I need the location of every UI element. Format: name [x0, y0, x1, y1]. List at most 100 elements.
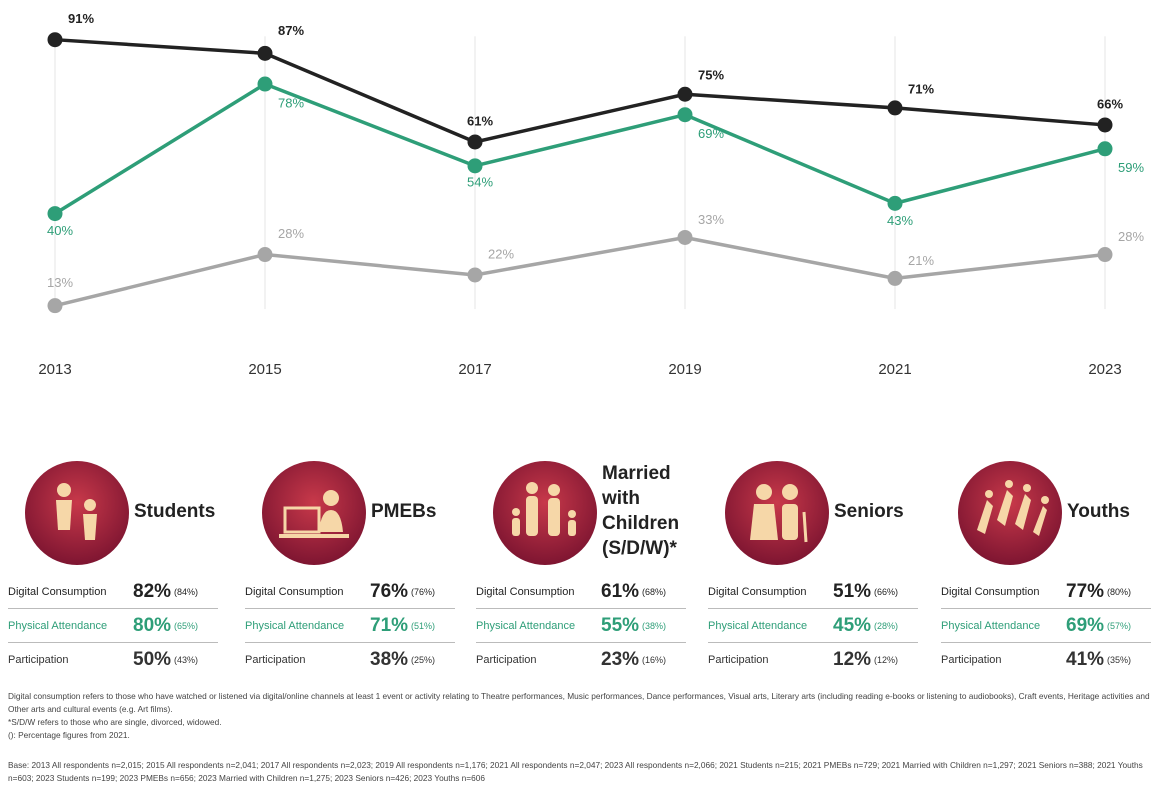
base-note: Base: 2013 All respondents n=2,015; 2015… [8, 760, 1143, 783]
data-label: 43% [887, 213, 913, 228]
segment-name: PMEBs [371, 500, 437, 522]
metric-value: 76% [370, 580, 409, 602]
icon-circle [25, 461, 129, 565]
metric-previous: (16%) [642, 654, 667, 665]
metric-row: Digital Consumption 82% (84%) [8, 575, 218, 609]
data-label: 71% [908, 81, 934, 96]
metric-previous: (43%) [174, 654, 199, 665]
metric-label: Digital Consumption [708, 585, 807, 598]
metric-label: Physical Attendance [8, 619, 108, 632]
metric-previous: (84%) [174, 586, 199, 597]
point [257, 247, 273, 263]
series-line [54, 82, 1106, 216]
metric-row: Physical Attendance 80% (65%) [8, 609, 218, 643]
segment-cards: Students Digital Consumption 82% (84%) Physi… [0, 455, 1163, 685]
point [257, 45, 273, 61]
metric-label: Physical Attendance [708, 619, 808, 632]
metric-row: Digital Consumption 76% (76%) [245, 575, 455, 609]
data-label: 21% [908, 253, 934, 268]
icon-circle [262, 461, 366, 565]
metric-value: 77% [1066, 580, 1105, 602]
metric-row: Digital Consumption 51% (66%) [708, 575, 918, 609]
metric-row: Digital Consumption 61% (68%) [476, 575, 686, 609]
data-label: 33% [698, 212, 724, 227]
metric-value: 71% [370, 614, 409, 636]
metric-previous: (28%) [874, 620, 899, 631]
segment-icon [493, 461, 597, 565]
metric-previous: (38%) [642, 620, 667, 631]
metric-label: Digital Consumption [476, 585, 575, 598]
data-label: 66% [1097, 96, 1123, 111]
footnotes: Digital consumption refers to those who … [8, 690, 1158, 785]
data-label: 69% [698, 126, 724, 141]
segment-card: PMEBs Digital Consumption 76% (76%) Physical… [245, 455, 460, 680]
point [47, 206, 63, 222]
footnote: Digital consumption refers to those who … [8, 691, 1150, 714]
metric-label: Digital Consumption [8, 585, 107, 598]
metric-previous: (25%) [411, 654, 436, 665]
metric-previous: (68%) [642, 586, 667, 597]
point [677, 229, 693, 245]
point [887, 100, 903, 116]
metric-row: Physical Attendance 45% (28%) [708, 609, 918, 643]
data-label: 28% [1118, 229, 1144, 244]
metric-label: Physical Attendance [941, 619, 1041, 632]
point [677, 107, 693, 123]
segment-card: Students Digital Consumption 82% (84%) Physi… [8, 455, 223, 680]
metric-previous: (66%) [874, 586, 899, 597]
metric-label: Digital Consumption [245, 585, 344, 598]
point [887, 270, 903, 286]
point [677, 86, 693, 102]
metric-value: 50% [133, 648, 172, 670]
icon-figure [279, 490, 349, 538]
metric-label: Participation [708, 653, 769, 666]
metric-row: Participation 23% (16%) [476, 643, 686, 676]
metric-row: Physical Attendance 55% (38%) [476, 609, 686, 643]
point [1097, 247, 1113, 263]
icon-circle [725, 461, 829, 565]
data-label: 75% [698, 68, 724, 83]
metric-value: 69% [1066, 614, 1105, 636]
icon-circle [958, 461, 1062, 565]
icon-circle [493, 461, 597, 565]
metric-previous: (57%) [1107, 620, 1132, 631]
point [47, 32, 63, 48]
metric-value: 82% [133, 580, 172, 602]
data-label: 87% [278, 23, 304, 38]
series-line [54, 37, 1106, 144]
metric-row: Participation 41% (35%) [941, 643, 1151, 676]
data-label: 40% [47, 223, 73, 238]
point [257, 76, 273, 92]
segment-card: Married with Children (S/D/W)* Digital Co… [476, 455, 691, 680]
series-line [54, 235, 1106, 308]
segment-icon [958, 461, 1062, 565]
metric-label: Physical Attendance [476, 619, 576, 632]
metric-previous: (80%) [1107, 586, 1132, 597]
metric-row: Participation 12% (12%) [708, 643, 918, 676]
data-label: 59% [1118, 160, 1144, 175]
metric-row: Physical Attendance 71% (51%) [245, 609, 455, 643]
metric-label: Participation [476, 653, 537, 666]
data-label: 78% [278, 95, 304, 110]
data-label: 61% [467, 113, 493, 128]
point [47, 298, 63, 314]
metric-value: 45% [833, 614, 872, 636]
x-tick-label: 2019 [668, 361, 701, 378]
x-tick-label: 2017 [458, 361, 491, 378]
metric-previous: (12%) [874, 654, 899, 665]
x-tick-label: 2021 [878, 361, 911, 378]
metric-value: 80% [133, 614, 172, 636]
metric-previous: (65%) [174, 620, 199, 631]
metric-row: Physical Attendance 69% (57%) [941, 609, 1151, 643]
point [887, 195, 903, 211]
icon-figure [512, 482, 576, 536]
segment-name: Married with Children (S/D/W)* [602, 463, 680, 559]
x-tick-label: 2023 [1088, 361, 1121, 378]
data-label: 28% [278, 226, 304, 241]
footnote: *S/D/W refers to those who are single, d… [8, 717, 222, 727]
data-label: 22% [488, 246, 514, 261]
footnote: (): Percentage figures from 2021. [8, 730, 130, 740]
data-label: 54% [467, 174, 493, 189]
point [1097, 141, 1113, 157]
